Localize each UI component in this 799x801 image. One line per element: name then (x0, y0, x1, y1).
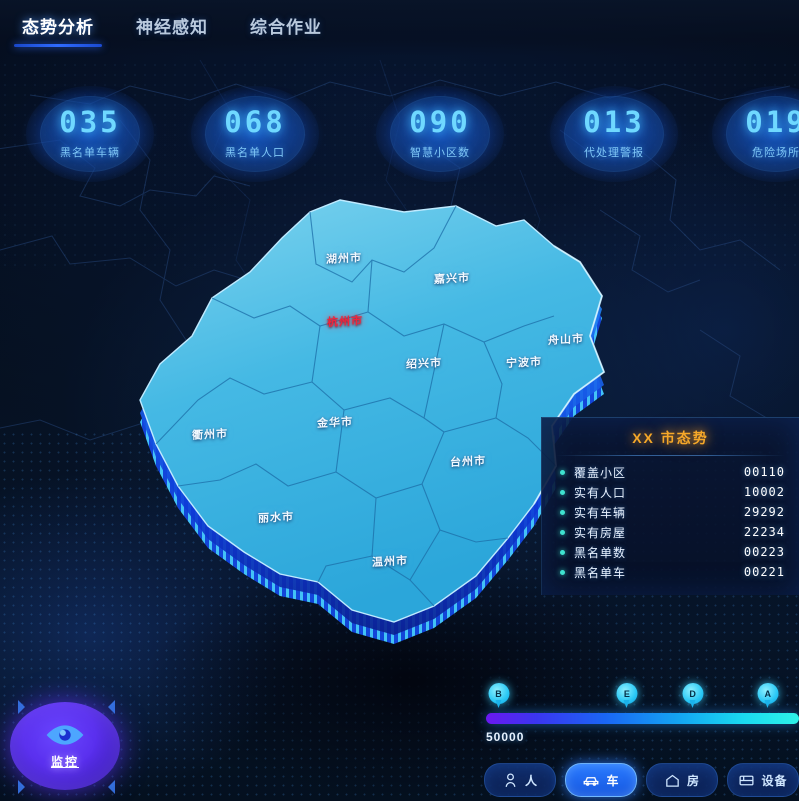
panel-row-covered-communities: 覆盖小区 00110 (556, 462, 785, 482)
stat-label: 智慧小区数 (410, 147, 470, 159)
filter-button-vehicles[interactable]: 车 (565, 763, 637, 797)
city-label-quzhou[interactable]: 衢州市 (192, 428, 228, 442)
stat-value: 013 (583, 105, 645, 139)
row-label: 实有房屋 (574, 525, 627, 540)
filter-button-group: 人 车 房 设备 (484, 763, 799, 797)
stat-circle-dangerous-places[interactable]: 019 危险场所 (692, 78, 799, 190)
top-navbar: 态势分析 神经感知 综合作业 (0, 0, 799, 56)
corner-triangle-br (108, 780, 115, 794)
house-icon (666, 774, 679, 787)
row-label: 黑名单数 (574, 545, 627, 560)
city-label-wenzhou[interactable]: 温州市 (372, 555, 408, 569)
city-label-ningbo[interactable]: 宁波市 (506, 356, 542, 370)
panel-row-actual-houses: 实有房屋 22234 (556, 522, 785, 542)
bullet-icon (560, 489, 565, 495)
row-value: 00110 (743, 465, 785, 479)
monitor-label: 监控 (50, 754, 79, 769)
person-icon (505, 772, 516, 787)
row-label: 实有车辆 (574, 505, 627, 520)
city-label-hangzhou[interactable]: 杭州市 (327, 315, 363, 329)
province-map[interactable]: 湖州市 嘉兴市 杭州市 绍兴市 宁波市 舟山市 衢州市 金华市 台州市 丽水市 … (104, 186, 664, 656)
stat-circle-blacklist-vehicles[interactable]: 035 黑名单车辆 (6, 78, 174, 190)
filter-button-people[interactable]: 人 (484, 763, 556, 797)
device-icon (739, 775, 754, 785)
city-label-zhoushan[interactable]: 舟山市 (548, 333, 584, 347)
panel-row-actual-vehicles: 实有车辆 29292 (556, 502, 785, 522)
row-value: 10002 (743, 485, 785, 499)
bullet-icon (560, 569, 565, 575)
legend-marker-a[interactable]: A (757, 683, 779, 708)
car-icon (584, 777, 599, 786)
row-value: 29292 (743, 505, 785, 519)
legend-marker-b[interactable]: B (488, 683, 510, 708)
row-value: 00221 (743, 565, 785, 579)
city-label-huzhou[interactable]: 湖州市 (326, 252, 362, 266)
filter-label: 人 (524, 773, 538, 788)
corner-triangle-tr (108, 700, 115, 714)
panel-row-actual-population: 实有人口 10002 (556, 482, 785, 502)
stat-value: 035 (59, 105, 121, 139)
stat-circle-blacklist-population[interactable]: 068 黑名单人口 (171, 78, 339, 190)
filter-label: 设备 (761, 773, 788, 788)
panel-title: XX 市态势 (632, 430, 709, 446)
corner-triangle-tl (18, 700, 25, 714)
map-svg (139, 199, 606, 644)
stat-value: 090 (409, 105, 471, 139)
row-label: 实有人口 (574, 485, 627, 500)
city-label-lishui[interactable]: 丽水市 (258, 511, 294, 525)
legend-markers: B E D A (486, 683, 799, 713)
panel-row-blacklist-vehicles: 黑名单车 00221 (556, 562, 785, 582)
city-label-jinhua[interactable]: 金华市 (317, 416, 353, 430)
panel-divider (556, 455, 785, 456)
filter-button-houses[interactable]: 房 (646, 763, 718, 797)
legend-gradient-bar[interactable] (486, 713, 799, 724)
tab-comprehensive-operations[interactable]: 综合作业 (250, 17, 322, 37)
stat-label: 黑名单人口 (225, 147, 285, 159)
bullet-icon (560, 549, 565, 555)
city-label-jiaxing[interactable]: 嘉兴市 (434, 272, 470, 286)
panel-row-blacklist-count: 黑名单数 00223 (556, 542, 785, 562)
stat-value: 019 (745, 105, 799, 139)
stat-label: 黑名单车辆 (60, 147, 120, 159)
row-value: 00223 (743, 545, 785, 559)
stat-value: 068 (224, 105, 286, 139)
legend-marker-d[interactable]: D (682, 683, 704, 708)
tab-neural-perception[interactable]: 神经感知 (136, 17, 208, 37)
corner-triangle-bl (18, 780, 25, 794)
stat-circle-smart-communities[interactable]: 090 智慧小区数 (356, 78, 524, 190)
city-label-shaoxing[interactable]: 绍兴市 (406, 357, 442, 371)
stat-circle-pending-alarms[interactable]: 013 代处理警报 (530, 78, 698, 190)
tab-situation-analysis[interactable]: 态势分析 (8, 9, 108, 48)
bullet-icon (560, 469, 565, 475)
stat-label: 危险场所 (752, 147, 799, 159)
eye-icon (46, 724, 84, 745)
monitor-button[interactable]: 监控 (10, 702, 120, 790)
row-value: 22234 (743, 525, 785, 539)
filter-label: 车 (606, 773, 620, 788)
filter-label: 房 (686, 773, 700, 788)
legend-scale-label: 50000 (486, 730, 525, 744)
bullet-icon (560, 529, 565, 535)
stat-label: 代处理警报 (584, 147, 644, 159)
row-label: 黑名单车 (574, 565, 627, 580)
legend-area: B E D A 50000 (486, 683, 799, 745)
stat-circles-row: 035 黑名单车辆 068 黑名单人口 090 智慧小区数 013 代处理警报 … (0, 78, 799, 190)
row-label: 覆盖小区 (574, 465, 627, 480)
city-label-taizhou[interactable]: 台州市 (450, 455, 486, 469)
bullet-icon (560, 509, 565, 515)
city-situation-panel: XX 市态势 覆盖小区 00110 实有人口 10002 实有车辆 29292 … (541, 417, 799, 595)
filter-button-devices[interactable]: 设备 (727, 763, 799, 797)
legend-marker-e[interactable]: E (616, 683, 638, 708)
